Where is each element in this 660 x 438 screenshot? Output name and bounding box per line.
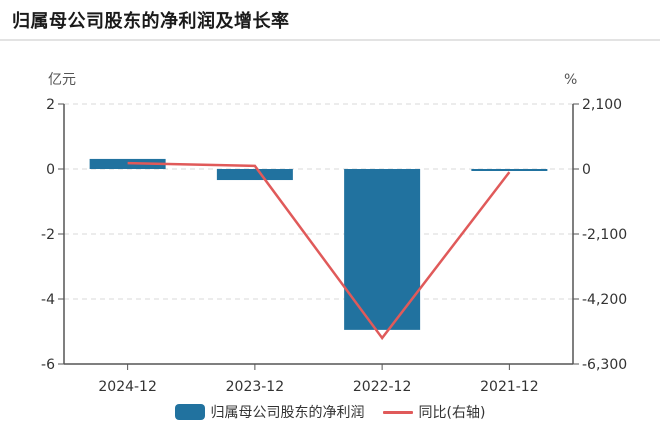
legend: 归属母公司股东的净利润 同比(右轴) [0, 402, 660, 422]
x-tick-label: 2023-12 [226, 379, 285, 395]
axis-labels: 亿元 % 2 0 -2 -4 -6 2,100 0 -2,100 -4,200 -6,300 2024-… [41, 72, 627, 395]
bar-swatch-icon [174, 404, 205, 420]
legend-item-yoy[interactable]: 同比(右轴) [382, 402, 486, 422]
legend-item-net-profit[interactable]: 归属母公司股东的净利润 [174, 402, 365, 422]
chart-area: 亿元 % 2 0 -2 -4 -6 2,100 0 -2,100 -4,200 -6,300 2024-… [41, 72, 627, 395]
left-tick-label: -4 [41, 292, 55, 308]
bar [344, 169, 421, 330]
bar-series [89, 158, 548, 330]
x-tick-label: 2022-12 [353, 379, 412, 395]
line-series [127, 161, 511, 341]
left-axis-unit: 亿元 [48, 72, 76, 88]
gridlines [64, 103, 573, 300]
yoy-line [127, 161, 511, 341]
right-tick-label: -2,100 [582, 227, 627, 243]
right-tick-label: -6,300 [582, 357, 627, 373]
right-tick-label: 2,100 [582, 97, 622, 113]
x-tick-label: 2021-12 [480, 379, 539, 395]
title-divider [0, 39, 660, 41]
bar [216, 169, 293, 181]
legend-label: 同比(右轴) [418, 405, 486, 421]
left-tick-label: 2 [46, 97, 55, 113]
right-axis-unit: % [564, 72, 577, 88]
x-tick-label: 2024-12 [98, 379, 157, 395]
left-tick-label: -2 [41, 227, 55, 243]
axes [58, 103, 579, 370]
bar [471, 169, 548, 171]
right-tick-label: 0 [582, 162, 591, 178]
legend-label: 归属母公司股东的净利润 [210, 405, 365, 421]
left-tick-label: -6 [41, 357, 55, 373]
chart-title: 归属母公司股东的净利润及增长率 [12, 11, 290, 32]
line-swatch-icon [382, 410, 413, 414]
left-tick-label: 0 [46, 162, 55, 178]
right-tick-label: -4,200 [582, 292, 627, 308]
